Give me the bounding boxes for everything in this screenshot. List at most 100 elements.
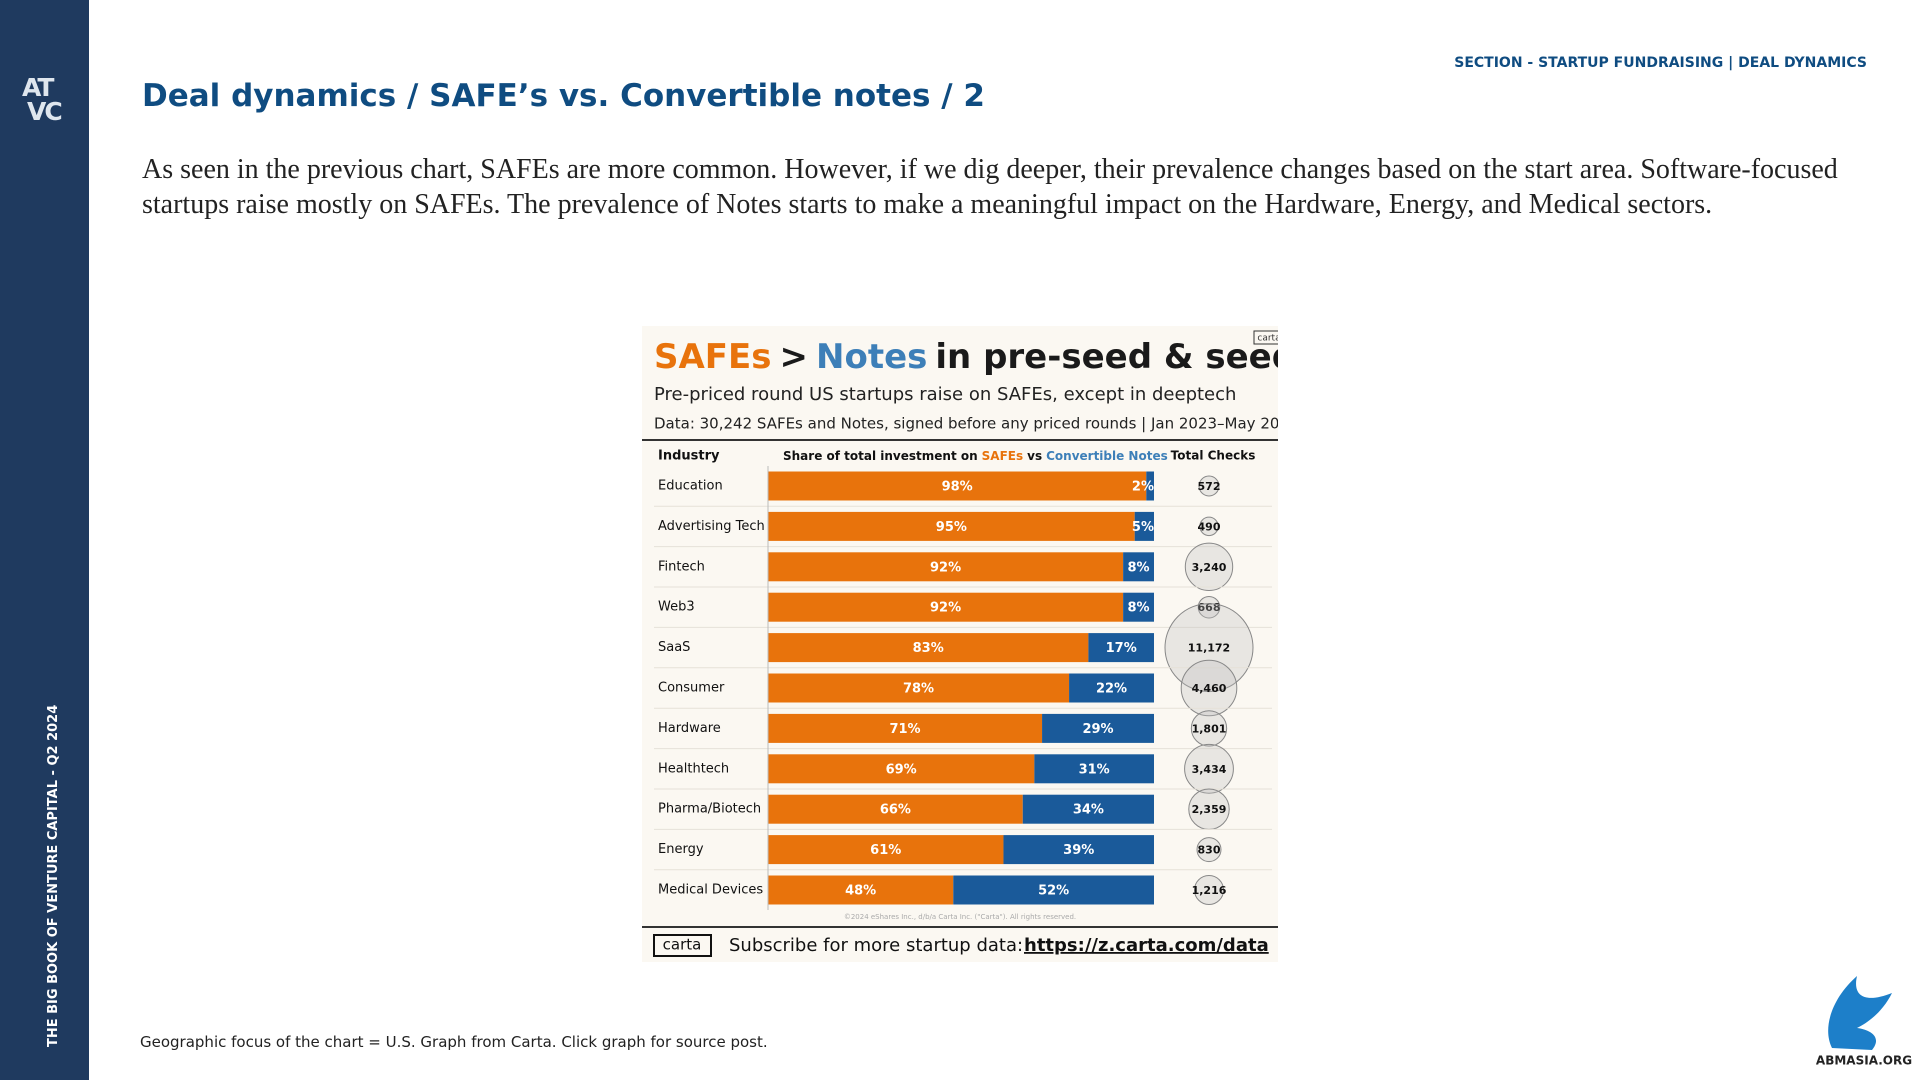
bar-segment [1003,835,1154,865]
column-header: Share of total investment on SAFEs vs Conve… [783,449,1168,463]
header-part: vs [1027,449,1042,463]
checks-bubble [1197,595,1221,619]
bar-label: 22% [1096,682,1127,697]
checks-bubble [1198,475,1220,497]
category-label: Education [658,479,723,494]
bar-label: 2% [1132,480,1154,495]
bar-label: 78% [903,682,934,697]
bar-label: 92% [930,560,961,575]
bar-label: 69% [886,762,917,777]
chart-title: SAFEs > Notes in pre-seed & seed [654,337,1278,377]
bar-segment [768,511,1135,541]
page-title: Deal dynamics / SAFE’s vs. Convertible n… [142,78,985,114]
column-header: Total Checks [1171,449,1256,463]
category-label: Fintech [658,559,705,574]
bar-label: 66% [880,803,911,818]
brand-box [653,934,712,957]
bar-label: 92% [930,601,961,616]
bar-segment [768,633,1089,663]
bar-label: 52% [1038,884,1069,899]
bar-label: 71% [889,722,920,737]
bar-segment [768,713,1043,743]
category-label: Consumer [658,681,725,696]
checks-bubble [1180,659,1238,717]
checks-label: 830 [1198,844,1221,857]
category-label: Energy [658,842,704,857]
chart-subtitle: Pre-priced round US startups raise on SA… [654,384,1236,405]
header-part: Share of total investment on [783,449,978,463]
body-text: As seen in the previous chart, SAFEs are… [142,154,1838,220]
checks-label: 1,801 [1192,722,1227,735]
title-part: in pre-seed & seed [935,337,1278,377]
footer-brand: carta [663,936,702,954]
bar-segment [1146,471,1154,501]
bar-label: 61% [870,843,901,858]
bar-segment [768,835,1004,865]
bar-label: 8% [1128,601,1150,616]
category-label: Pharma/Biotech [658,802,761,817]
checks-label: 3,240 [1192,561,1227,574]
footer-cta: Subscribe for more startup data: [729,935,1023,956]
sidebar: AT VC THE BIG BOOK OF VENTURE CAPITAL - Q… [0,0,89,1080]
bar-segment [953,875,1154,905]
title-part: > [780,337,809,377]
checks-bubble [1184,542,1234,591]
bar-segment [768,592,1124,622]
corner-logo-text: ABMASIA.ORG [1816,1054,1912,1068]
checks-bubble [1184,743,1234,794]
bar-segment [1123,552,1154,582]
checks-bubble [1193,874,1225,906]
bar-segment [1034,754,1154,784]
bar-label: 8% [1128,560,1150,575]
bar-segment [1069,673,1154,703]
header-part: SAFEs [982,449,1023,463]
title-part: SAFEs [654,337,772,377]
header-part: Convertible Notes [1046,449,1168,463]
corner-logo: ABMASIA.ORG [1816,976,1912,1068]
data-note: Data: 30,242 SAFEs and Notes, signed bef… [654,415,1278,433]
sidebar-text: THE BIG BOOK OF VENTURE CAPITAL - Q2 202… [46,704,61,1047]
checks-label: 490 [1198,520,1221,533]
bar-label: 5% [1132,520,1154,535]
category-label: Healthtech [658,761,729,776]
bar-label: 34% [1073,803,1104,818]
bar-label: 83% [913,641,944,656]
bar-label: 29% [1082,722,1113,737]
footer-url[interactable]: https://z.carta.com/data [1024,935,1269,956]
checks-bubble [1199,516,1219,537]
logo-line: VC [27,97,63,126]
checks-label: 1,216 [1192,884,1227,897]
bar-segment [768,552,1124,582]
category-label: Advertising Tech [658,519,765,534]
badge: carta [1257,334,1278,344]
checks-bubble [1164,603,1254,693]
bar-segment [1042,713,1154,743]
column-header: Industry [658,449,720,464]
bar-segment [1123,592,1154,622]
logo-line: AT [22,73,54,102]
bar-label: 48% [845,884,876,899]
bar-segment [1088,633,1154,663]
checks-label: 2,359 [1192,803,1227,816]
title-part: Notes [816,337,927,377]
copyright: ©2024 eShares Inc., d/b/a Carta Inc. ("C… [844,913,1076,921]
badge-box [1253,330,1278,345]
section-label: SECTION - STARTUP FUNDRAISING | DEAL DYN… [1454,55,1867,71]
bar-segment [768,754,1035,784]
chart[interactable]: SAFEs > Notes in pre-seed & seedcartaPre-pr… [642,326,1278,962]
logo: AT VC [22,73,63,126]
bar-label: 31% [1079,762,1110,777]
category-label: Hardware [658,721,721,736]
bar-segment [1134,511,1154,541]
bird-icon [1828,976,1892,1050]
checks-label: 11,172 [1188,642,1230,655]
category-label: SaaS [658,640,690,655]
bar-segment [768,471,1147,501]
checks-bubble [1190,710,1228,747]
checks-label: 4,460 [1192,682,1227,695]
checks-label: 3,434 [1192,763,1227,776]
checks-label: 572 [1198,480,1221,493]
checks-bubble [1196,837,1222,863]
footnote: Geographic focus of the chart = U.S. Gra… [140,1033,768,1051]
